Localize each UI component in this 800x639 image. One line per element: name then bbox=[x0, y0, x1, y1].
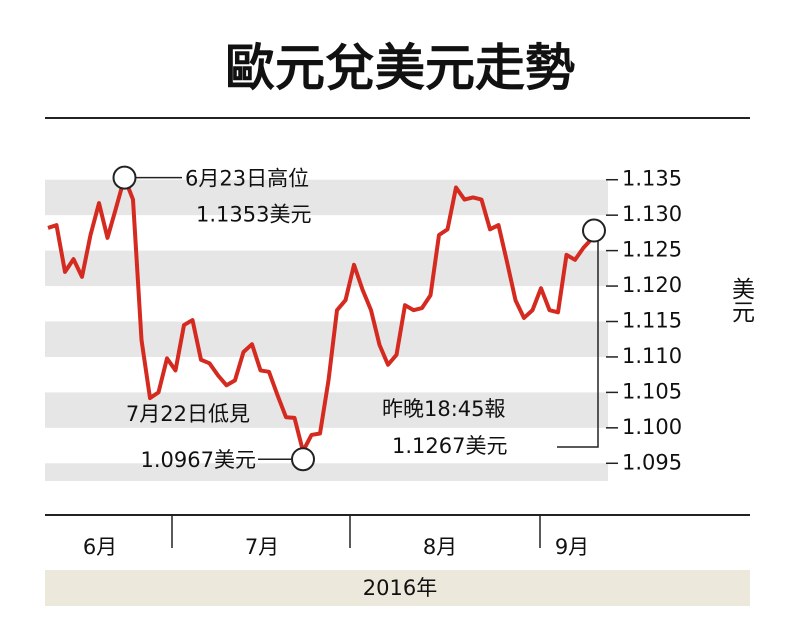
y-tick-label: 1.095 bbox=[622, 450, 682, 474]
y-tick-label: 1.110 bbox=[622, 344, 682, 368]
band bbox=[45, 179, 608, 216]
y-tick-label: 1.115 bbox=[622, 309, 682, 333]
y-tick-label: 1.100 bbox=[622, 415, 682, 439]
annotation: 昨晚18:45報 bbox=[382, 397, 506, 421]
x-title: 2016年 bbox=[363, 576, 437, 600]
x-tick-label: 6月 bbox=[83, 535, 117, 559]
annotation: 1.1267美元 bbox=[392, 434, 507, 458]
high-marker bbox=[112, 165, 137, 190]
x-tick-label: 7月 bbox=[245, 535, 279, 559]
annotation: 1.0967美元 bbox=[141, 448, 256, 472]
x-tick-label: 8月 bbox=[423, 535, 457, 559]
y-tick-label: 1.130 bbox=[622, 202, 682, 226]
y-tick-label: 1.120 bbox=[622, 273, 682, 297]
y-label: 美元 bbox=[728, 277, 756, 323]
data-line bbox=[47, 175, 594, 454]
x-tick-label: 9月 bbox=[555, 535, 589, 559]
chart-title: 歐元兌美元走勢 bbox=[225, 38, 575, 97]
band bbox=[45, 250, 608, 287]
band bbox=[45, 463, 608, 481]
y-tick-label: 1.135 bbox=[622, 167, 682, 191]
leader-line bbox=[557, 241, 599, 448]
annotation: 1.1353美元 bbox=[196, 203, 311, 227]
band bbox=[45, 321, 608, 357]
annotation: 6月23日高位 bbox=[185, 167, 309, 191]
annotation: 7月22日低見 bbox=[126, 402, 250, 426]
low-marker bbox=[291, 447, 315, 472]
last-marker bbox=[582, 218, 606, 243]
year-band bbox=[45, 570, 750, 606]
bands bbox=[45, 179, 608, 481]
y-tick-label: 1.125 bbox=[622, 238, 682, 262]
y-tick-label: 1.105 bbox=[622, 379, 682, 403]
